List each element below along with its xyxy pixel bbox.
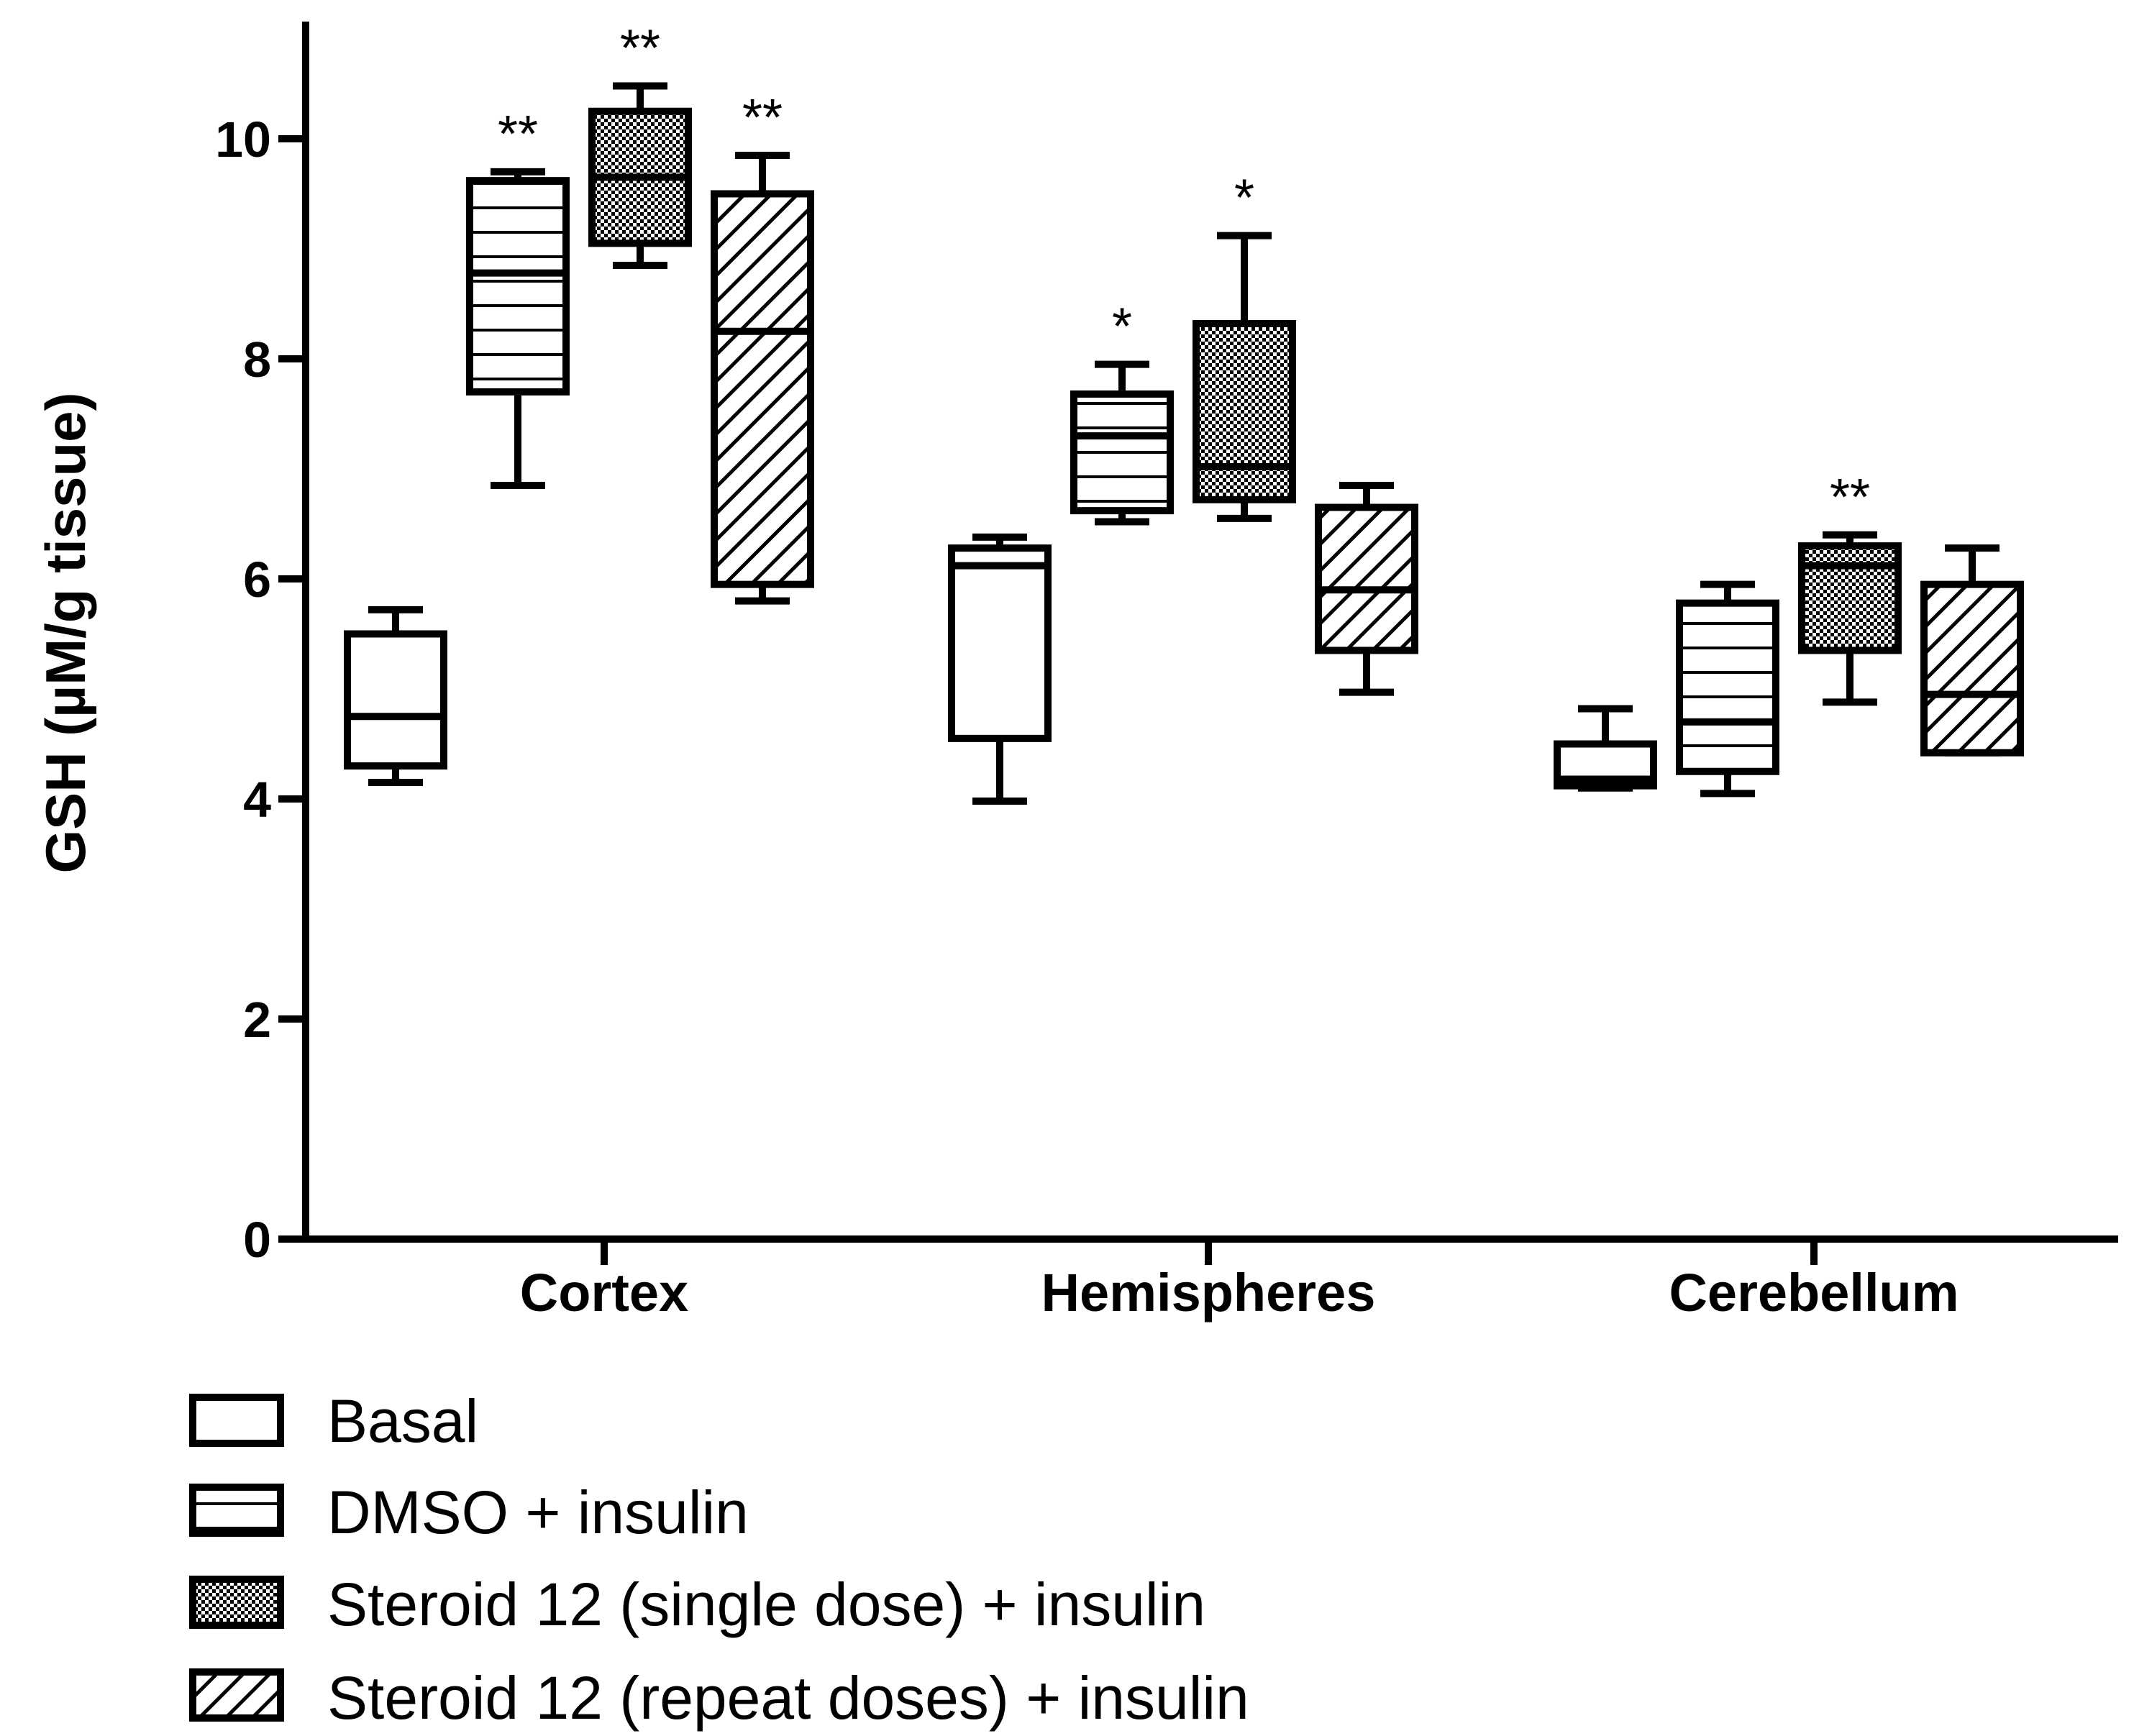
sig-label-dmso-insulin-hemispheres: * [1112,298,1132,356]
sig-label-steroid-12-repeat-doses-insulin-cortex: ** [742,89,783,147]
legend-swatch-dmso-insulin [189,1484,284,1537]
box-basal-cortex [344,630,447,770]
legend-swatch-steroid-repeat [189,1668,284,1722]
y-tick-label-2: 2 [243,992,271,1048]
legend-item-basal: Basal [189,1387,478,1455]
category-label-cortex: Cortex [520,1263,688,1322]
box-basal-hemispheres [948,544,1052,742]
legend-label-steroid-single: Steroid 12 (single dose) + insulin [327,1571,1205,1638]
legend-item-dmso-insulin: DMSO + insulin [189,1479,749,1546]
category-label-cerebellum: Cerebellum [1669,1263,1959,1322]
box-steroid-12-single-dose-insulin-cerebellum [1798,542,1902,654]
y-axis-group: GSH (µM/g tissue) [34,393,97,874]
sig-label-steroid-12-single-dose-insulin-cerebellum: ** [1830,469,1870,526]
legend-swatch-basal [189,1394,284,1447]
legend-swatch-steroid-single [189,1576,284,1629]
sig-label-steroid-12-single-dose-insulin-cortex: ** [620,20,660,78]
y-tick-label-6: 6 [243,552,271,608]
box-dmso-insulin-hemispheres [1070,390,1174,515]
y-tick-label-4: 4 [243,772,271,828]
category-label-hemispheres: Hemispheres [1041,1263,1376,1322]
box-steroid-12-repeat-doses-insulin-hemispheres [1315,503,1418,654]
box-steroid-12-repeat-doses-insulin-cerebellum [1920,580,2024,757]
legend-label-steroid-repeat: Steroid 12 (repeat doses) + insulin [327,1664,1249,1732]
box-steroid-12-repeat-doses-insulin-cortex [711,190,814,588]
sig-label-steroid-12-single-dose-insulin-hemispheres: * [1234,170,1254,227]
legend-item-steroid-single: Steroid 12 (single dose) + insulin [189,1571,1205,1638]
legend-label-dmso-insulin: DMSO + insulin [327,1479,749,1546]
legend: Basal DMSO + insulin Steroid 12 (single … [189,1387,1249,1732]
box-steroid-12-single-dose-insulin-hemispheres [1193,320,1296,503]
box-dmso-insulin-cortex [466,177,570,396]
y-tick-label-10: 10 [215,111,271,168]
y-axis-title: GSH (µM/g tissue) [34,393,97,874]
legend-label-basal: Basal [327,1387,478,1455]
y-tick-label-8: 8 [243,332,271,388]
y-tick-label-0: 0 [243,1212,271,1268]
sig-label-dmso-insulin-cortex: ** [498,106,538,163]
category-labels: Cortex Hemispheres Cerebellum [520,1263,1959,1322]
legend-item-steroid-repeat: Steroid 12 (repeat doses) + insulin [189,1664,1249,1732]
box-dmso-insulin-cerebellum [1676,599,1779,775]
